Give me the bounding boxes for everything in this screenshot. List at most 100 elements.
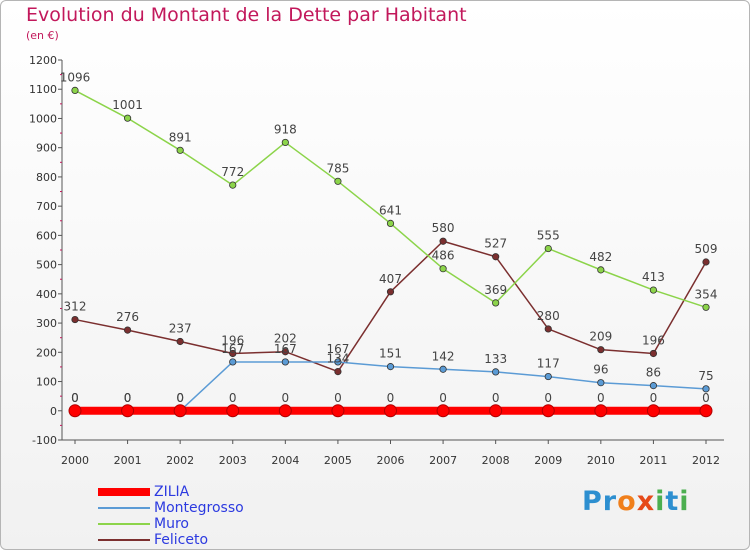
y-tick-label: 700 xyxy=(36,200,57,213)
logo-letter: i xyxy=(655,486,666,517)
data-label: 0 xyxy=(650,391,658,405)
y-tick-label: 600 xyxy=(36,229,57,242)
data-point xyxy=(439,365,447,373)
data-point xyxy=(702,385,710,393)
data-point xyxy=(541,404,555,418)
data-label: 0 xyxy=(439,391,447,405)
data-label: 918 xyxy=(274,122,297,136)
data-label: 276 xyxy=(116,310,139,324)
data-point xyxy=(544,372,552,381)
data-label: 0 xyxy=(282,391,290,405)
data-point xyxy=(492,368,500,376)
chart-title: Evolution du Montant de la Dette par Hab… xyxy=(26,4,467,26)
data-point xyxy=(597,346,605,354)
legend-label: Muro xyxy=(154,516,189,532)
data-point xyxy=(71,315,79,324)
data-label: 527 xyxy=(484,237,507,251)
data-point xyxy=(173,404,187,418)
logo-letter: P xyxy=(582,486,603,517)
data-point xyxy=(281,138,289,147)
data-label: 86 xyxy=(646,366,661,380)
x-tick-label: 2007 xyxy=(429,454,457,467)
data-label: 151 xyxy=(379,347,402,361)
x-tick-label: 2009 xyxy=(534,454,562,467)
data-label: 196 xyxy=(642,333,665,347)
data-label: 0 xyxy=(334,391,342,405)
legend-swatch xyxy=(98,539,150,541)
data-point xyxy=(121,404,135,418)
x-tick-label: 2010 xyxy=(587,454,615,467)
data-label: 0 xyxy=(229,391,237,405)
proxiti-logo: Proxiti xyxy=(582,486,690,517)
data-point xyxy=(436,404,450,418)
data-point xyxy=(281,358,289,366)
data-label: 407 xyxy=(379,272,402,286)
data-label: 0 xyxy=(176,391,184,405)
x-tick-label: 2006 xyxy=(377,454,405,467)
data-point xyxy=(489,404,503,418)
data-label: 0 xyxy=(544,391,552,405)
data-label: 167 xyxy=(326,342,349,356)
data-point xyxy=(699,404,713,418)
chart-subtitle: (en €) xyxy=(26,29,59,42)
data-label: 1096 xyxy=(60,70,91,84)
data-point xyxy=(384,404,397,418)
data-label: 134 xyxy=(326,352,349,366)
y-tick-label: 400 xyxy=(36,288,57,301)
data-label: 196 xyxy=(221,333,244,347)
data-point xyxy=(649,286,658,294)
data-point xyxy=(176,146,184,154)
data-label: 202 xyxy=(274,332,297,346)
x-tick-label: 2005 xyxy=(324,454,352,467)
data-point xyxy=(702,303,710,311)
data-label: 354 xyxy=(695,287,718,301)
logo-letter: i xyxy=(679,486,690,517)
y-tick-label: 1200 xyxy=(29,54,57,67)
data-label: 142 xyxy=(432,349,455,363)
y-tick-label: 100 xyxy=(36,376,57,389)
legend-label: ZILIA xyxy=(154,484,190,500)
logo-letter: o xyxy=(617,486,637,517)
logo-letter: x xyxy=(636,486,656,517)
legend-swatch xyxy=(98,523,150,525)
data-label: 0 xyxy=(492,391,500,405)
data-point xyxy=(702,258,710,266)
data-label: 0 xyxy=(597,391,605,405)
x-tick-label: 2004 xyxy=(271,454,299,467)
data-label: 369 xyxy=(484,283,507,297)
data-point xyxy=(334,367,342,376)
x-tick-label: 2001 xyxy=(114,454,142,467)
data-point xyxy=(334,177,342,185)
data-label: 785 xyxy=(326,161,349,175)
data-point xyxy=(71,86,79,95)
data-point xyxy=(649,382,658,390)
x-tick-label: 2011 xyxy=(639,454,667,467)
data-point xyxy=(649,349,658,358)
logo-letter: r xyxy=(602,486,618,517)
data-label: 555 xyxy=(537,229,560,243)
x-tick-label: 2008 xyxy=(482,454,510,467)
y-tick-label: 500 xyxy=(36,259,57,272)
data-label: 891 xyxy=(169,130,192,144)
data-label: 641 xyxy=(379,203,402,217)
data-label: 312 xyxy=(64,300,87,314)
data-label: 0 xyxy=(71,391,79,405)
data-point xyxy=(331,404,345,418)
data-label: 167 xyxy=(274,342,297,356)
data-point xyxy=(226,404,240,418)
data-point xyxy=(229,349,237,358)
data-label: 133 xyxy=(484,352,507,366)
data-label: 96 xyxy=(593,363,608,377)
x-tick-label: 2000 xyxy=(61,454,89,467)
data-point xyxy=(544,244,552,253)
data-label: 0 xyxy=(124,391,132,405)
data-point xyxy=(176,337,184,346)
data-label: 75 xyxy=(698,369,713,383)
data-label: 772 xyxy=(221,165,244,179)
logo-letter: t xyxy=(665,486,680,517)
y-tick-label: 200 xyxy=(36,346,57,359)
data-label: 0 xyxy=(176,391,184,405)
y-tick-label: 0 xyxy=(50,405,57,418)
